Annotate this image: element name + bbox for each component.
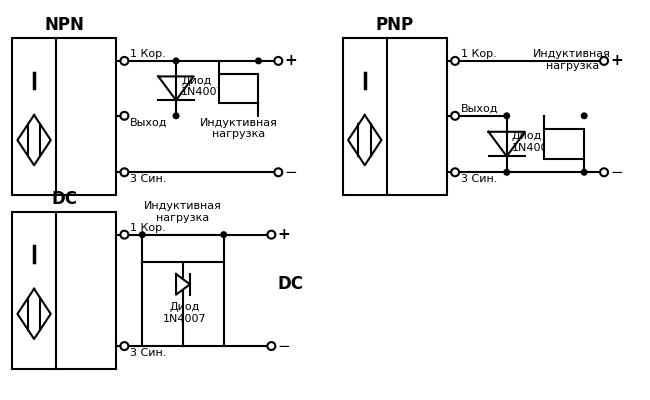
Circle shape — [120, 168, 129, 176]
Circle shape — [581, 170, 587, 175]
Bar — [545, 129, 584, 159]
Circle shape — [504, 170, 510, 175]
Text: Диод
1N4007: Диод 1N4007 — [512, 131, 555, 153]
Circle shape — [120, 231, 129, 239]
Bar — [12, 212, 116, 369]
Text: 1 Кор.: 1 Кор. — [131, 223, 166, 233]
Circle shape — [120, 112, 129, 120]
Circle shape — [120, 57, 129, 65]
Text: DC: DC — [51, 190, 77, 208]
Circle shape — [140, 232, 145, 238]
Circle shape — [120, 342, 129, 350]
Circle shape — [274, 57, 282, 65]
Text: +: + — [284, 53, 297, 68]
Bar — [219, 74, 259, 103]
Text: −: − — [610, 165, 623, 180]
Circle shape — [600, 168, 608, 176]
Text: Диод
1N4007: Диод 1N4007 — [181, 76, 225, 97]
Circle shape — [174, 113, 179, 118]
Bar — [142, 235, 224, 262]
Text: 3 Син.: 3 Син. — [461, 174, 497, 184]
Text: Диод
1N4007: Диод 1N4007 — [163, 302, 207, 324]
Text: +: + — [610, 53, 623, 68]
Text: 1 Кор.: 1 Кор. — [131, 49, 166, 59]
Text: −: − — [284, 165, 297, 180]
Text: NPN: NPN — [44, 16, 84, 34]
Text: DC: DC — [278, 275, 304, 293]
Circle shape — [221, 232, 226, 238]
Circle shape — [504, 113, 510, 118]
Circle shape — [267, 231, 276, 239]
Text: Индуктивная
нагрузка: Индуктивная нагрузка — [200, 118, 278, 139]
Text: −: − — [278, 338, 290, 354]
Circle shape — [274, 168, 282, 176]
Text: Индуктивная
нагрузка: Индуктивная нагрузка — [534, 49, 611, 70]
Circle shape — [451, 168, 459, 176]
Text: Индуктивная
нагрузка: Индуктивная нагрузка — [144, 201, 222, 222]
Text: +: + — [278, 227, 290, 242]
Bar — [12, 38, 116, 195]
Text: 1 Кор.: 1 Кор. — [461, 49, 497, 59]
Bar — [343, 38, 447, 195]
Circle shape — [600, 57, 608, 65]
Circle shape — [255, 58, 261, 64]
Circle shape — [451, 57, 459, 65]
Circle shape — [581, 113, 587, 118]
Circle shape — [451, 112, 459, 120]
Text: 3 Син.: 3 Син. — [131, 174, 167, 184]
Circle shape — [267, 342, 276, 350]
Text: Выход: Выход — [461, 104, 499, 114]
Text: PNP: PNP — [376, 16, 414, 34]
Text: 3 Син.: 3 Син. — [131, 348, 167, 358]
Text: Выход: Выход — [131, 118, 168, 128]
Circle shape — [174, 58, 179, 64]
